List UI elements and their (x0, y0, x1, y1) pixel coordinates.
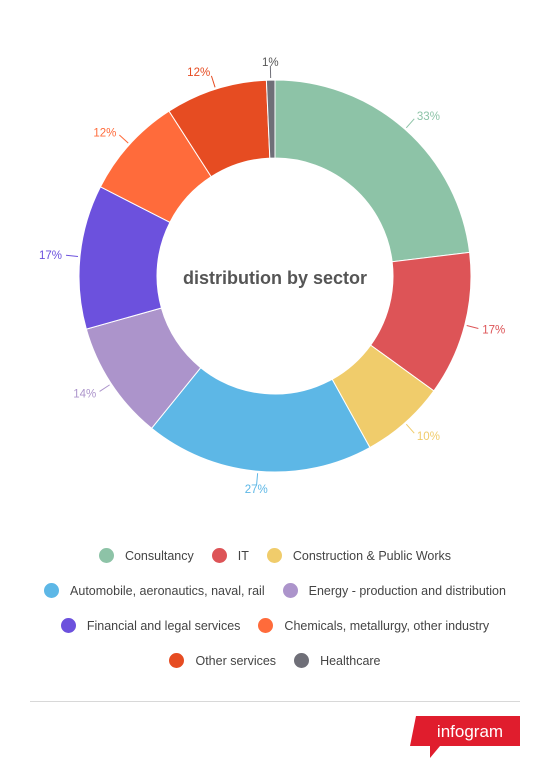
slice-data-label: 33% (417, 111, 440, 123)
legend-swatch-icon (211, 548, 227, 563)
slice-data-label: 17% (39, 250, 62, 262)
slice-leader-line (405, 423, 415, 434)
donut-chart: 33% 17% 10% 27% 14% 17% 12% 12% 1% distribution b… (39, 57, 505, 496)
legend-item[interactable]: Consultancy (98, 548, 194, 563)
legend-label: Other services (195, 653, 277, 668)
legend-label: Energy - production and distribution (308, 583, 506, 598)
slice-leader-line (99, 384, 110, 392)
slice-leader-line (466, 325, 479, 329)
chart-legend: Consultancy IT Construction & Public Works… (0, 538, 550, 678)
legend-item[interactable]: Energy - production and distribution (282, 583, 506, 598)
legend-label: Healthcare (320, 653, 381, 668)
legend-item[interactable]: Financial and legal services (60, 618, 241, 633)
legend-swatch-icon (282, 583, 298, 598)
legend-item[interactable]: Other services (169, 653, 276, 668)
logo-badge (410, 716, 520, 758)
slice-data-label: 17% (482, 324, 505, 336)
slice-data-label: 27% (245, 484, 268, 496)
legend-swatch-icon (294, 653, 310, 668)
slice-leader-line (210, 75, 216, 88)
legend-label: IT (237, 548, 249, 563)
legend-swatch-icon (98, 548, 114, 563)
legend-label: Financial and legal services (86, 618, 241, 633)
legend-label: Consultancy (124, 548, 194, 563)
legend-swatch-icon (60, 618, 76, 633)
slice-consultancy[interactable] (274, 79, 471, 263)
legend-swatch-icon (266, 548, 282, 563)
legend-row: Other services Healthcare (0, 643, 550, 678)
logo-text: infogram (437, 722, 503, 741)
legend-item[interactable]: Construction & Public Works (266, 548, 452, 563)
legend-item[interactable]: IT (211, 548, 249, 563)
legend-swatch-icon (169, 653, 185, 668)
legend-row: Consultancy IT Construction & Public Works (0, 538, 550, 573)
slice-healthcare[interactable] (265, 79, 276, 159)
slice-leader-line (405, 118, 415, 129)
slice-leader-line (256, 473, 259, 486)
slice-leader-line (65, 254, 79, 257)
chart-title: distribution by sector (183, 268, 367, 288)
legend-label: Construction & Public Works (292, 548, 452, 563)
legend-swatch-icon (44, 583, 60, 598)
slice-leader-line (119, 134, 129, 144)
legend-item[interactable]: Healthcare (294, 653, 381, 668)
slice-data-label: 14% (73, 389, 96, 401)
slice-data-label: 12% (187, 67, 210, 79)
footer-divider (30, 701, 520, 702)
legend-row: Automobile, aeronautics, naval, rail Ener… (0, 573, 550, 608)
legend-label: Automobile, aeronautics, naval, rail (70, 583, 265, 598)
infogram-logo[interactable]: infogram (410, 716, 520, 758)
legend-swatch-icon (258, 618, 274, 633)
slice-data-label: 12% (93, 127, 116, 139)
legend-item[interactable]: Automobile, aeronautics, naval, rail (44, 583, 265, 598)
slice-data-label: 1% (262, 57, 279, 69)
legend-label: Chemicals, metallurgy, other industry (284, 618, 490, 633)
legend-item[interactable]: Chemicals, metallurgy, other industry (258, 618, 489, 633)
slice-data-label: 10% (417, 431, 440, 443)
legend-row: Financial and legal services Chemicals, m… (0, 608, 550, 643)
